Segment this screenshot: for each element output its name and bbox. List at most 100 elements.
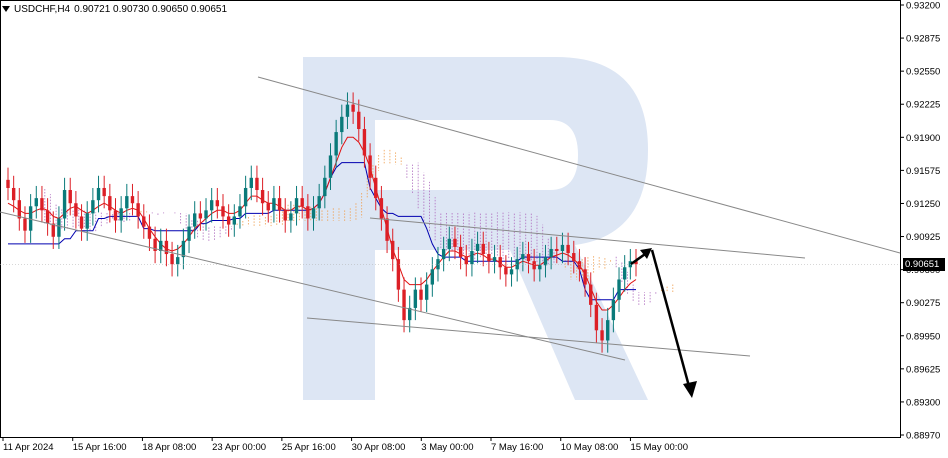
candle xyxy=(470,238,474,277)
price-tick-label: 0.92550 xyxy=(906,67,940,78)
candle xyxy=(498,244,502,280)
candle xyxy=(108,183,112,223)
candle xyxy=(391,228,395,272)
price-tick-label: 0.89625 xyxy=(906,364,940,375)
ohlc-values: 0.90721 0.90730 0.90650 0.90651 xyxy=(74,3,228,15)
candle xyxy=(311,196,316,231)
lower-trend-line[interactable] xyxy=(0,211,626,361)
candle xyxy=(255,165,259,203)
ichimoku-cloud xyxy=(44,149,674,305)
candle xyxy=(436,246,440,282)
candle xyxy=(594,292,599,343)
candle xyxy=(204,198,208,231)
candle xyxy=(113,198,118,233)
candle xyxy=(379,185,384,231)
candle xyxy=(238,194,242,229)
plot-frame xyxy=(0,0,901,438)
cloud-trend-line[interactable] xyxy=(369,217,806,259)
candle xyxy=(481,231,485,267)
candle xyxy=(611,287,616,333)
candle xyxy=(504,255,508,287)
candle xyxy=(340,104,344,145)
candle xyxy=(413,277,418,321)
dropdown-triangle-icon[interactable] xyxy=(2,6,10,12)
upper-trend-line[interactable] xyxy=(257,76,901,254)
price-tick-label: 0.93200 xyxy=(906,1,940,12)
candle xyxy=(193,201,197,239)
forecast-arrow xyxy=(630,248,697,398)
price-tick-label: 0.91575 xyxy=(906,166,940,177)
candle xyxy=(583,257,587,297)
candle xyxy=(6,167,10,201)
candle xyxy=(419,277,423,312)
candle xyxy=(317,183,321,221)
candle xyxy=(23,206,27,243)
candle xyxy=(396,246,401,302)
candle xyxy=(464,244,468,277)
candle xyxy=(407,295,412,333)
price-tick-label: 0.90275 xyxy=(906,298,940,309)
candle xyxy=(560,232,565,264)
candle xyxy=(57,206,61,249)
candle xyxy=(549,236,553,270)
candle xyxy=(28,194,33,243)
candle xyxy=(362,116,367,168)
price-tick-label: 0.90925 xyxy=(906,232,940,243)
support-trend-line[interactable] xyxy=(306,317,751,357)
candle xyxy=(328,143,333,191)
candle xyxy=(515,246,519,282)
candle xyxy=(555,236,559,264)
candle xyxy=(606,307,610,353)
time-tick-label: 7 May 16:00 xyxy=(491,442,543,453)
time-tick-label: 23 Apr 00:00 xyxy=(212,442,266,453)
candle xyxy=(509,257,514,287)
candle xyxy=(424,272,429,312)
candle xyxy=(51,211,55,249)
candle xyxy=(91,187,95,226)
candle xyxy=(187,214,191,254)
candle xyxy=(368,143,372,191)
candle xyxy=(351,92,355,124)
candle xyxy=(532,248,536,282)
candle xyxy=(538,253,542,282)
candle xyxy=(487,241,491,274)
candle xyxy=(170,241,174,277)
candle xyxy=(458,234,463,270)
candle xyxy=(45,198,50,236)
candle xyxy=(85,201,89,241)
candle xyxy=(306,194,310,231)
price-tick-label: 0.89950 xyxy=(906,331,940,342)
candle xyxy=(277,185,282,223)
candle xyxy=(453,226,457,260)
candle xyxy=(159,228,163,264)
price-tick-label: 0.88970 xyxy=(906,431,940,442)
candle xyxy=(617,267,621,312)
current-price-tag: 0.90651 xyxy=(903,258,945,271)
candle xyxy=(374,165,378,211)
candle xyxy=(385,206,389,254)
candle xyxy=(272,185,276,223)
candle xyxy=(600,318,604,353)
candle xyxy=(323,165,327,209)
candle xyxy=(153,226,157,264)
candle xyxy=(289,201,293,233)
candle xyxy=(181,228,186,270)
price-tick-label: 0.91250 xyxy=(906,199,940,210)
time-tick-label: 15 Apr 16:00 xyxy=(73,442,127,453)
price-tick-label: 0.92875 xyxy=(906,34,940,45)
candle xyxy=(209,187,214,223)
candle xyxy=(294,185,299,226)
candle xyxy=(266,191,270,223)
candle xyxy=(622,255,627,292)
time-tick-label: 15 May 00:00 xyxy=(630,442,688,453)
chart-header[interactable]: USDCHF,H4 0.90721 0.90730 0.90650 0.9065… xyxy=(2,2,227,16)
candle xyxy=(521,241,525,272)
price-axis: 0.93200 0.92875 0.92550 0.92225 0.91900 0.915… xyxy=(900,1,940,442)
candle xyxy=(232,204,237,237)
candle xyxy=(125,183,129,221)
candle xyxy=(62,177,67,231)
trend-lines[interactable] xyxy=(0,76,901,361)
price-tick-label: 0.92225 xyxy=(906,100,940,111)
